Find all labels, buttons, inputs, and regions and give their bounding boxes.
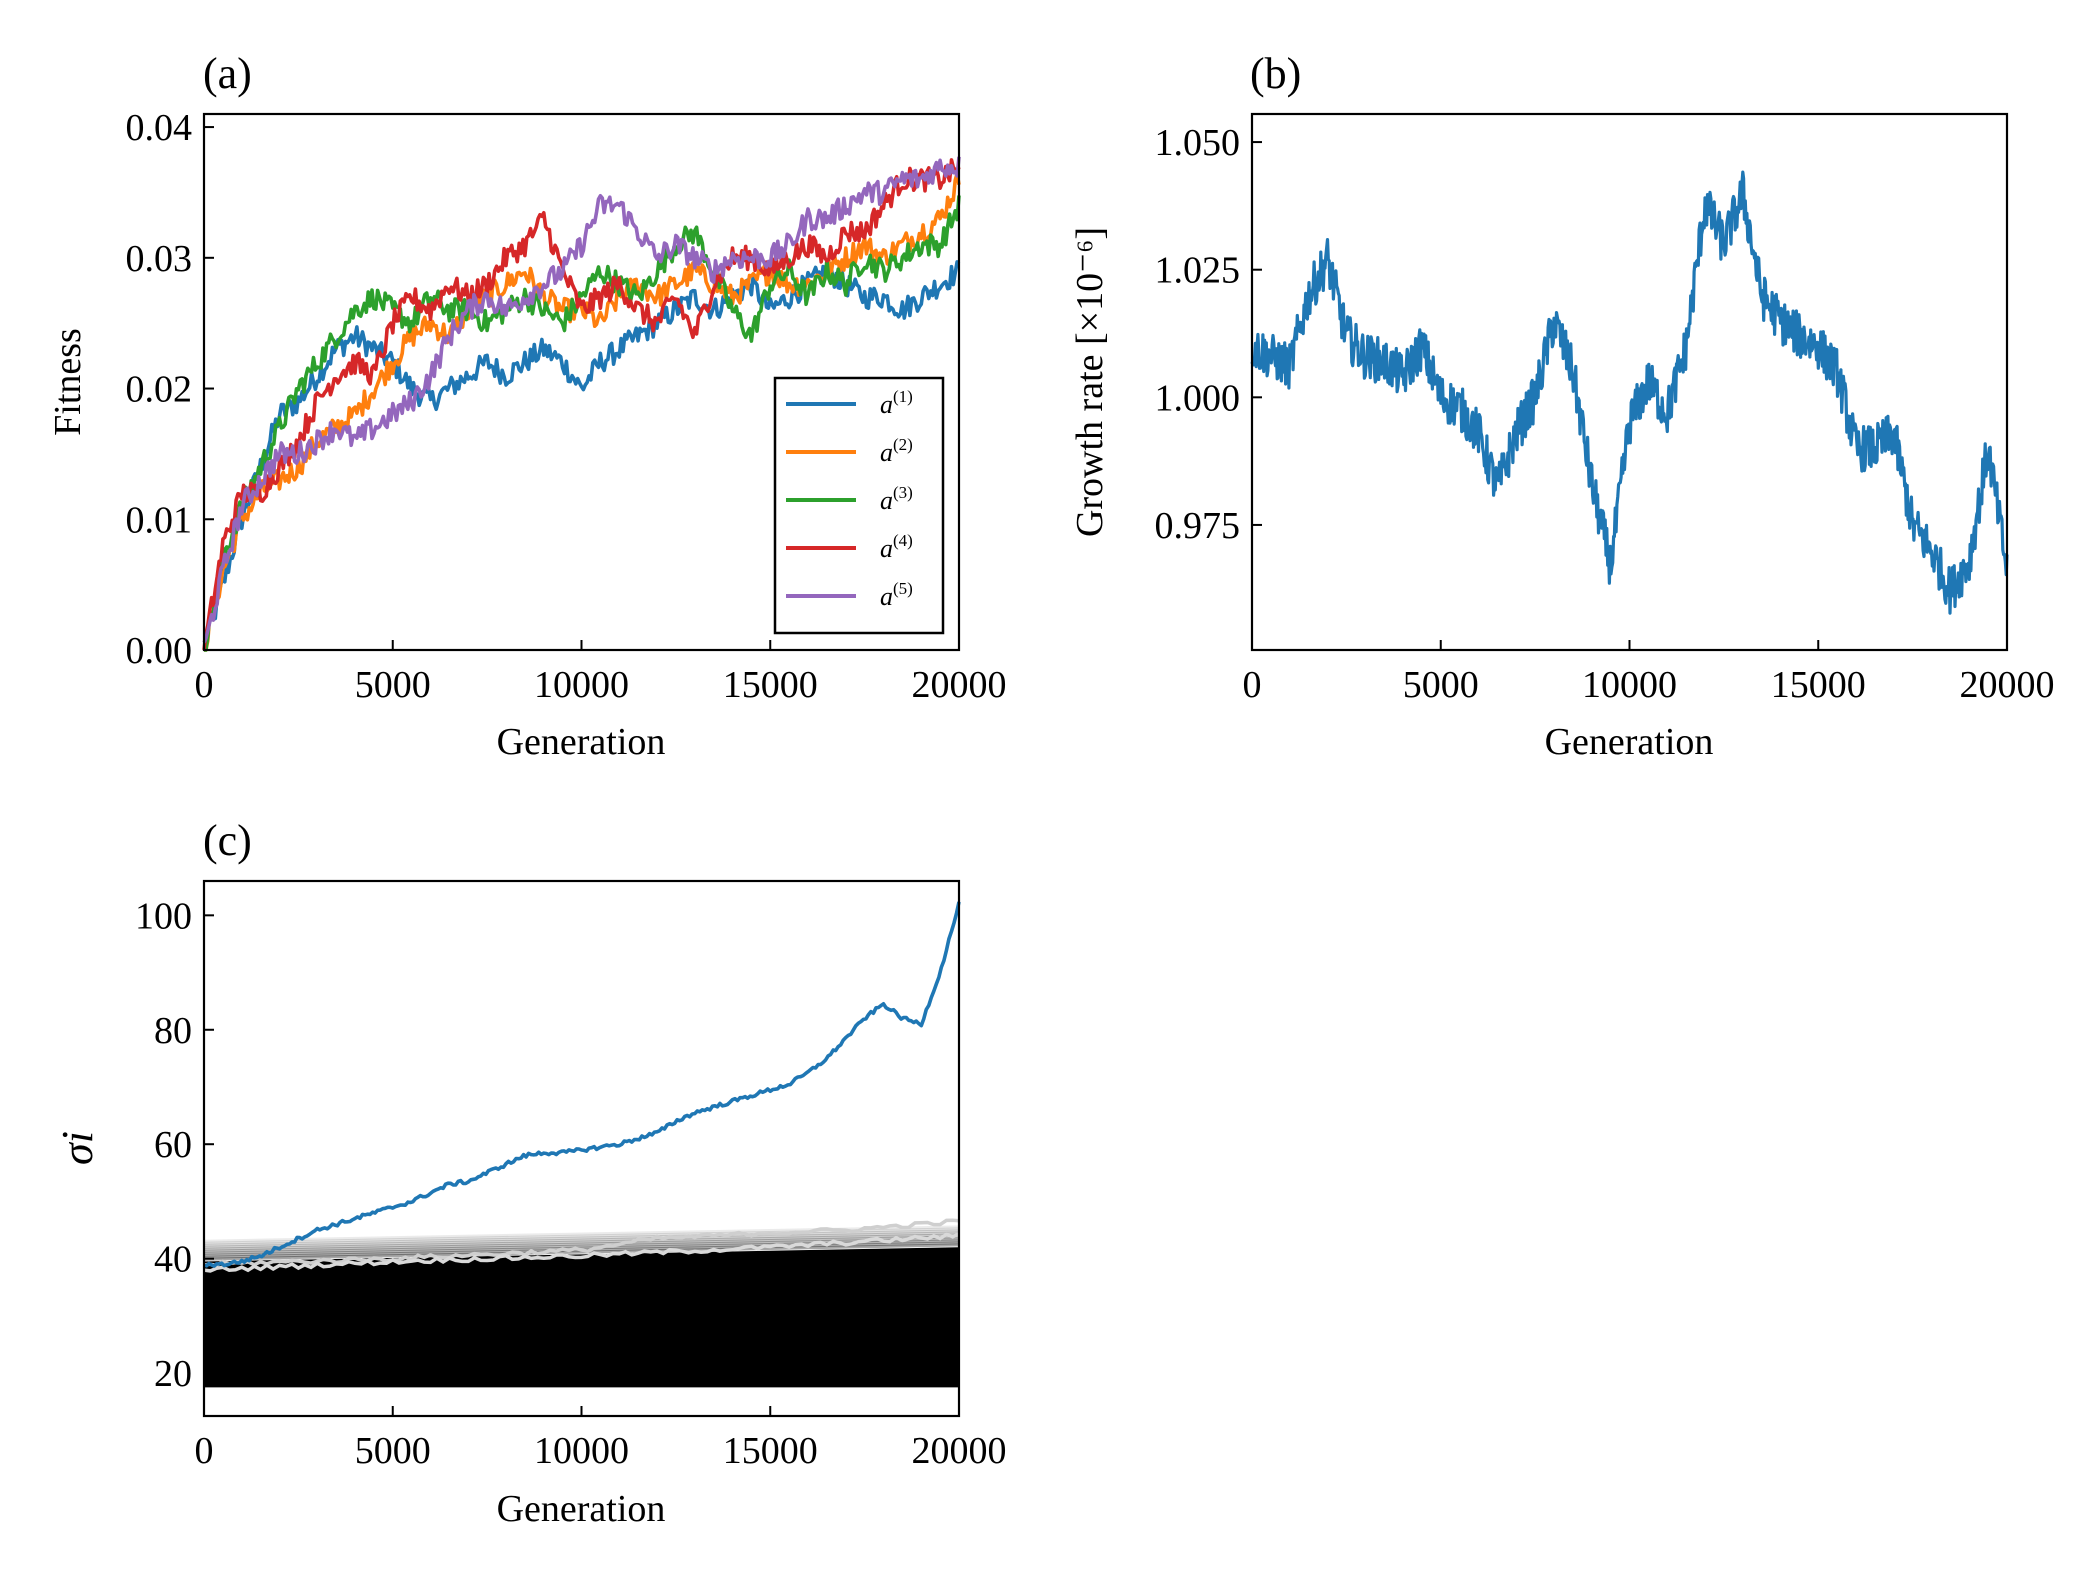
x-tick-label: 0: [195, 664, 214, 706]
panel-c-plot-area: [203, 901, 961, 1388]
y-tick-label: 0.975: [1155, 505, 1241, 547]
fitness-line-a4: [202, 158, 961, 651]
panel-b-growth-rate: (b) 0 5000 10000 15000 20000 0.975 1.000 1.025…: [1069, 49, 2055, 763]
sigma-population-band: [204, 1247, 959, 1388]
x-tick-label: 0: [1243, 664, 1262, 706]
x-tick-label: 15000: [723, 664, 818, 706]
x-tick-label: 20000: [912, 664, 1007, 706]
panel-b-x-ticks: 0 5000 10000 15000 20000: [1243, 640, 2055, 706]
sigma-band-edge: [203, 1243, 960, 1261]
sigma-gray-trace: [203, 1232, 960, 1273]
panel-a-x-ticks: 0 5000 10000 15000 20000: [195, 640, 1007, 706]
x-tick-label: 10000: [1582, 664, 1677, 706]
sigma-gray-trace: [203, 1218, 960, 1268]
sigma-band-edge: [203, 1235, 960, 1253]
panel-label-b: (b): [1250, 49, 1301, 98]
panel-a-legend: a(1) a(2) a(3) a(4) a(5): [773, 376, 945, 635]
x-tick-label: 5000: [1403, 664, 1479, 706]
panel-b-plot-area: [1250, 170, 2009, 615]
x-tick-label: 20000: [1960, 664, 2055, 706]
growth-rate-line: [1250, 170, 2009, 615]
panel-label-a: (a): [203, 49, 252, 98]
x-tick-label: 5000: [355, 1430, 431, 1472]
x-tick-label: 15000: [723, 1430, 818, 1472]
sigma-band-edge: [203, 1233, 960, 1251]
legend-label-a3: a(3): [880, 483, 913, 515]
panel-a-plot-area: [202, 156, 961, 652]
panel-b-y-axis-label: Growth rate [×10⁻⁶]: [1069, 227, 1111, 537]
legend-label-a1: a(1): [880, 387, 913, 419]
panel-c-y-axis-label: σi: [53, 1131, 102, 1165]
y-tick-label: 1.050: [1155, 122, 1241, 164]
panel-a-y-ticks: 0.00 0.01 0.02 0.03 0.04: [126, 107, 214, 672]
legend-box: [773, 376, 945, 635]
panel-c-sigma: (c) 0 5000 10000 15000 20000 20 40 60 80 100 Gen…: [53, 816, 1007, 1530]
y-tick-label: 80: [154, 1010, 192, 1052]
y-tick-label: 60: [154, 1124, 192, 1166]
panel-label-c: (c): [203, 816, 252, 865]
x-tick-label: 20000: [912, 1430, 1007, 1472]
y-tick-label: 0.02: [126, 369, 193, 411]
legend-label-a2: a(2): [880, 435, 913, 467]
panel-c-x-ticks: 0 5000 10000 15000 20000: [195, 1406, 1007, 1472]
y-tick-label: 1.025: [1155, 250, 1241, 292]
y-tick-label: 0.03: [126, 238, 193, 280]
panel-b-x-axis-label: Generation: [1545, 721, 1714, 763]
y-tick-label: 0.00: [126, 630, 193, 672]
y-tick-label: 1.000: [1155, 377, 1241, 419]
y-tick-label: 100: [135, 895, 192, 937]
panel-b-y-ticks: 0.975 1.000 1.025 1.050: [1155, 122, 1262, 547]
x-tick-label: 10000: [534, 664, 629, 706]
x-tick-label: 0: [195, 1430, 214, 1472]
x-tick-label: 10000: [534, 1430, 629, 1472]
y-tick-label: 20: [154, 1353, 192, 1395]
panel-c-x-axis-label: Generation: [497, 1488, 666, 1530]
x-tick-label: 15000: [1771, 664, 1866, 706]
x-tick-label: 5000: [355, 664, 431, 706]
panel-b-frame: [1250, 112, 2009, 652]
panel-a-fitness: (a) 0 5000 10000 15000 20000 0.000.010.020.0…: [47, 49, 1007, 763]
panel-a-x-axis-label: Generation: [497, 721, 666, 763]
legend-label-a4: a(4): [880, 531, 913, 563]
sigma-band-edge: [203, 1231, 960, 1249]
y-tick-label: 0.01: [126, 499, 193, 541]
sigma-band-edge: [203, 1229, 960, 1247]
fitness-line-a5: [202, 156, 961, 644]
fitness-line-a3: [204, 195, 961, 652]
y-tick-label: 0.04: [126, 107, 193, 149]
panel-a-y-axis-label: Fitness: [47, 328, 89, 436]
panel-c-y-ticks: 20 40 60 80 100: [135, 895, 214, 1395]
y-tick-label: 40: [154, 1239, 192, 1281]
sigma-max-line: [203, 901, 961, 1268]
legend-label-a5: a(5): [880, 579, 913, 611]
